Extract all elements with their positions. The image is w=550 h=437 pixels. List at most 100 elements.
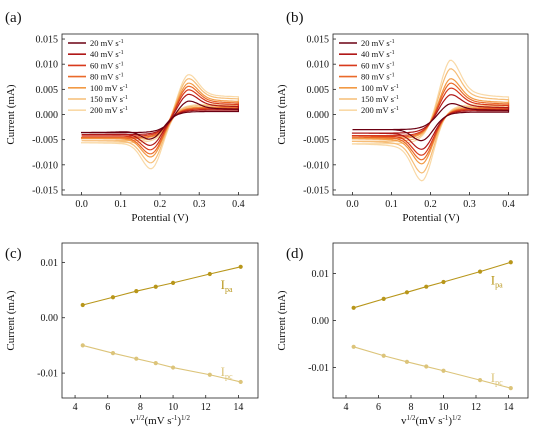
x-tick-label: 8 xyxy=(409,402,414,413)
x-tick-label: 0.1 xyxy=(115,199,128,210)
data-point xyxy=(80,343,85,348)
legend-label: 150 mV s-1 xyxy=(361,94,399,104)
x-tick-label: 0.3 xyxy=(463,199,476,210)
y-tick-label: -0.01 xyxy=(308,363,329,374)
y-tick-label: -0.010 xyxy=(32,160,58,171)
y-tick-label: -0.005 xyxy=(32,135,58,146)
data-point xyxy=(238,379,243,385)
data-point xyxy=(477,269,483,274)
x-tick-label: 0.2 xyxy=(424,199,437,210)
series-annotation: Ipa xyxy=(491,272,503,289)
x-tick-label: 8 xyxy=(138,402,143,413)
series-annotation: Ipc xyxy=(491,370,503,387)
x-tick-label: 0.1 xyxy=(385,199,398,210)
x-tick-label: 14 xyxy=(504,402,514,413)
data-point xyxy=(153,361,158,366)
y-tick-label: 0.015 xyxy=(307,35,330,46)
data-point xyxy=(170,365,176,370)
y-tick-label: -0.01 xyxy=(37,369,58,380)
legend-label: 60 mV s-1 xyxy=(90,60,124,70)
cv-curve xyxy=(352,103,510,142)
chart-panel: (b) 0.0 0.1 0.2 0.3 0.4 -0.015 -0.010 -0.005 0.00… xyxy=(276,10,529,224)
data-point xyxy=(424,284,429,289)
y-tick-label: 0.00 xyxy=(312,316,330,327)
y-axis-label: Current (mA) xyxy=(276,290,288,351)
series-line xyxy=(353,346,511,389)
y-tick-label: 0.010 xyxy=(36,60,59,71)
data-point xyxy=(153,284,158,289)
x-tick-label: 0.0 xyxy=(75,199,88,210)
data-point xyxy=(424,364,429,369)
chart-panel: (c) 4 6 8 10 12 14 -0.01 0.00 0.01 Current (mA) v1/… xyxy=(5,242,259,427)
series-line xyxy=(82,266,241,306)
data-point xyxy=(441,279,446,285)
y-tick-label: 0.000 xyxy=(307,110,330,121)
y-tick-label: 0.005 xyxy=(36,85,59,96)
legend-label: 150 mV s-1 xyxy=(90,94,128,104)
data-point xyxy=(404,290,410,295)
x-tick-label: 10 xyxy=(168,402,178,413)
y-tick-label: 0.000 xyxy=(36,110,59,121)
data-point xyxy=(80,302,85,308)
x-tick-label: 0.4 xyxy=(502,199,515,210)
legend-label: 40 mV s-1 xyxy=(361,49,395,59)
legend-label: 20 mV s-1 xyxy=(90,38,124,48)
series-annotation: Ipa xyxy=(221,277,233,294)
y-tick-label: -0.015 xyxy=(303,185,329,196)
data-point xyxy=(134,356,139,361)
data-point xyxy=(207,372,212,377)
data-point xyxy=(238,264,243,269)
data-point xyxy=(110,351,116,356)
y-tick-label: 0.00 xyxy=(41,313,59,324)
y-tick-label: 0.005 xyxy=(307,85,330,96)
data-point xyxy=(134,289,139,294)
y-tick-label: 0.01 xyxy=(312,269,330,280)
x-axis-label: v1/2(mV s-1)1/2 xyxy=(401,414,461,427)
x-tick-label: 6 xyxy=(376,402,381,413)
data-point xyxy=(351,344,356,349)
cv-curve xyxy=(81,93,239,147)
x-tick-label: 0.4 xyxy=(232,199,245,210)
data-point xyxy=(207,271,212,277)
legend-label: 60 mV s-1 xyxy=(361,60,395,70)
y-tick-label: 0.015 xyxy=(36,35,59,46)
chart-panel: (d) 4 6 8 10 12 14 -0.01 0.00 0.01 Current (mA) v1/… xyxy=(276,242,529,427)
x-tick-label: 10 xyxy=(439,402,449,413)
x-axis-label: Potential (V) xyxy=(131,212,188,224)
legend-label: 100 mV s-1 xyxy=(90,83,128,93)
panel-label: (a) xyxy=(5,10,22,26)
data-point xyxy=(110,295,116,300)
chart-panel: (a) 0.0 0.1 0.2 0.3 0.4 -0.015 -0.010 -0.005 0.00… xyxy=(5,10,259,224)
x-axis-label: v1/2(mV s-1)1/2 xyxy=(130,414,190,427)
data-point xyxy=(441,368,446,373)
x-tick-label: 12 xyxy=(471,402,481,413)
legend-label: 80 mV s-1 xyxy=(90,72,124,82)
y-tick-label: 0.01 xyxy=(41,258,59,269)
x-axis-label: Potential (V) xyxy=(402,212,459,224)
x-tick-label: 6 xyxy=(105,402,110,413)
data-point xyxy=(508,260,513,265)
x-tick-label: 4 xyxy=(344,402,349,413)
y-tick-label: -0.005 xyxy=(303,135,329,146)
x-tick-label: 4 xyxy=(73,402,78,413)
x-tick-label: 0.0 xyxy=(346,199,359,210)
data-point xyxy=(404,359,410,364)
data-point xyxy=(508,386,513,391)
series-annotation: Ipc xyxy=(221,364,233,381)
data-point xyxy=(381,353,386,358)
x-tick-label: 12 xyxy=(201,402,211,413)
plot-frame xyxy=(61,242,259,399)
panel-label: (c) xyxy=(5,246,22,262)
y-tick-label: 0.010 xyxy=(307,60,330,71)
series-line xyxy=(82,344,241,383)
y-tick-label: -0.010 xyxy=(303,160,329,171)
y-axis-label: Current (mA) xyxy=(5,290,17,351)
data-point xyxy=(477,378,483,383)
y-axis-label: Current (mA) xyxy=(276,84,288,145)
legend-label: 40 mV s-1 xyxy=(90,49,124,59)
y-axis-label: Current (mA) xyxy=(5,84,17,145)
legend-label: 200 mV s-1 xyxy=(90,105,128,115)
x-tick-label: 0.2 xyxy=(154,199,167,210)
series-line xyxy=(353,261,511,309)
